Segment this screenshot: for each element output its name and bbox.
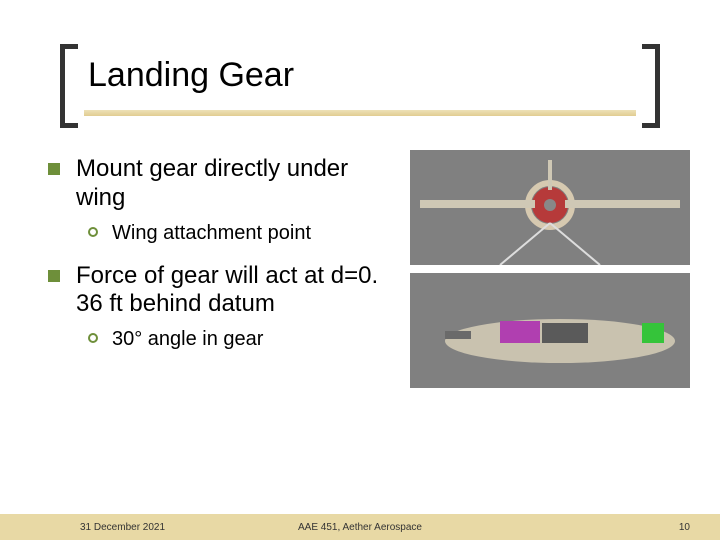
aircraft-front-svg — [410, 150, 690, 265]
aircraft-side-svg — [410, 273, 690, 388]
content-area: Mount gear directly under wing Wing atta… — [48, 155, 388, 368]
bullet-1-sub-1-text: Wing attachment point — [112, 221, 311, 246]
footer-date: 31 December 2021 — [80, 522, 165, 533]
bullet-1-sub-1: Wing attachment point — [88, 221, 388, 246]
square-bullet-icon — [48, 270, 60, 282]
circle-bullet-icon — [88, 333, 98, 343]
bullet-2-sub-1-text: 30° angle in gear — [112, 327, 263, 352]
aircraft-side-view-image — [410, 273, 690, 388]
bullet-1-text: Mount gear directly under wing — [76, 155, 388, 213]
slide-title: Landing Gear — [88, 56, 294, 95]
footer-course: AAE 451, Aether Aerospace — [298, 522, 422, 533]
image-area — [410, 150, 690, 396]
bullet-2-sub-1: 30° angle in gear — [88, 327, 388, 352]
bullet-2-text: Force of gear will act at d=0. 36 ft beh… — [76, 262, 388, 320]
slide: Landing Gear Mount gear directly under w… — [0, 0, 720, 540]
square-bullet-icon — [48, 163, 60, 175]
circle-bullet-icon — [88, 227, 98, 237]
bracket-right-decoration — [642, 44, 660, 128]
aircraft-front-view-image — [410, 150, 690, 265]
title-underline — [84, 110, 636, 116]
footer-page-number: 10 — [679, 522, 690, 533]
footer-bar: 31 December 2021 AAE 451, Aether Aerospa… — [0, 514, 720, 540]
bracket-left-decoration — [60, 44, 78, 128]
title-bar: Landing Gear — [60, 50, 660, 122]
bullet-2: Force of gear will act at d=0. 36 ft beh… — [48, 262, 388, 320]
bullet-1: Mount gear directly under wing — [48, 155, 388, 213]
